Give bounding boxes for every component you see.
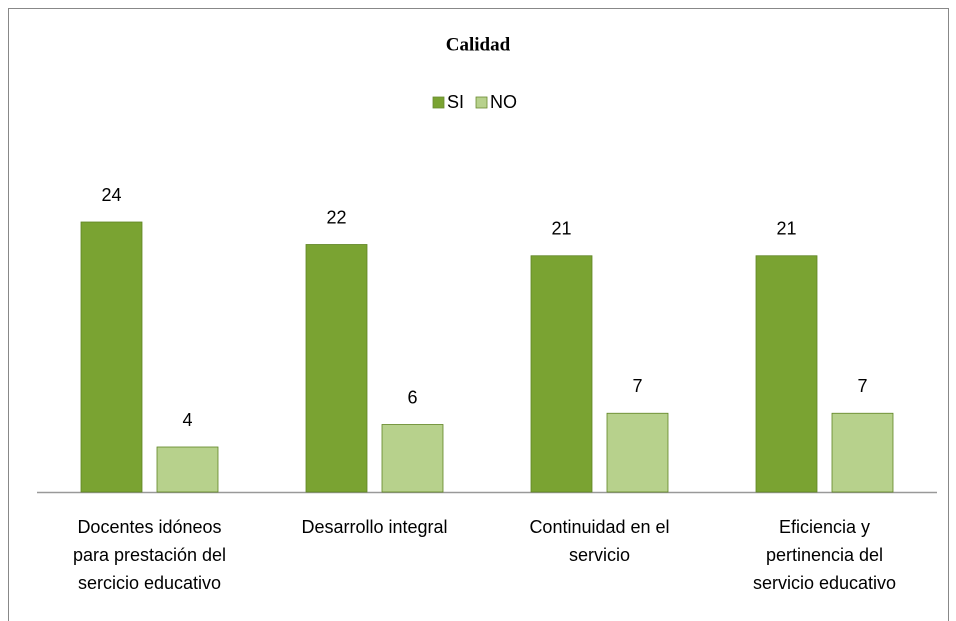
legend-swatch: [432, 96, 445, 109]
chart-frame: [8, 8, 949, 621]
legend-swatch: [475, 96, 488, 109]
bar: [606, 412, 669, 493]
chart-title: Calidad: [446, 34, 511, 55]
data-label: 21: [551, 219, 571, 239]
bar: [80, 221, 143, 493]
x-tick-label: sercicio educativo: [78, 573, 221, 593]
x-tick-label: Desarrollo integral: [301, 517, 447, 537]
legend-label: SI: [447, 92, 464, 112]
bar: [381, 424, 444, 493]
x-tick-label: servicio: [569, 545, 630, 565]
data-label: 24: [101, 185, 121, 205]
bar: [305, 244, 368, 493]
data-label: 7: [632, 376, 642, 396]
bar: [755, 255, 818, 493]
bar: [831, 412, 894, 493]
legend-label: NO: [490, 92, 517, 112]
data-label: 4: [182, 410, 192, 430]
x-tick-label: pertinencia del: [766, 545, 883, 565]
bar: [530, 255, 593, 493]
x-tick-label: Eficiencia y: [779, 517, 870, 537]
data-label: 6: [407, 387, 417, 407]
x-tick-label: Docentes idóneos: [77, 517, 221, 537]
data-label: 22: [326, 207, 346, 227]
x-tick-label: servicio educativo: [753, 573, 896, 593]
bar: [156, 446, 219, 493]
x-tick-label: Continuidad en el: [529, 517, 669, 537]
data-label: 21: [776, 219, 796, 239]
data-label: 7: [857, 376, 867, 396]
x-tick-label: para prestación del: [73, 545, 226, 565]
